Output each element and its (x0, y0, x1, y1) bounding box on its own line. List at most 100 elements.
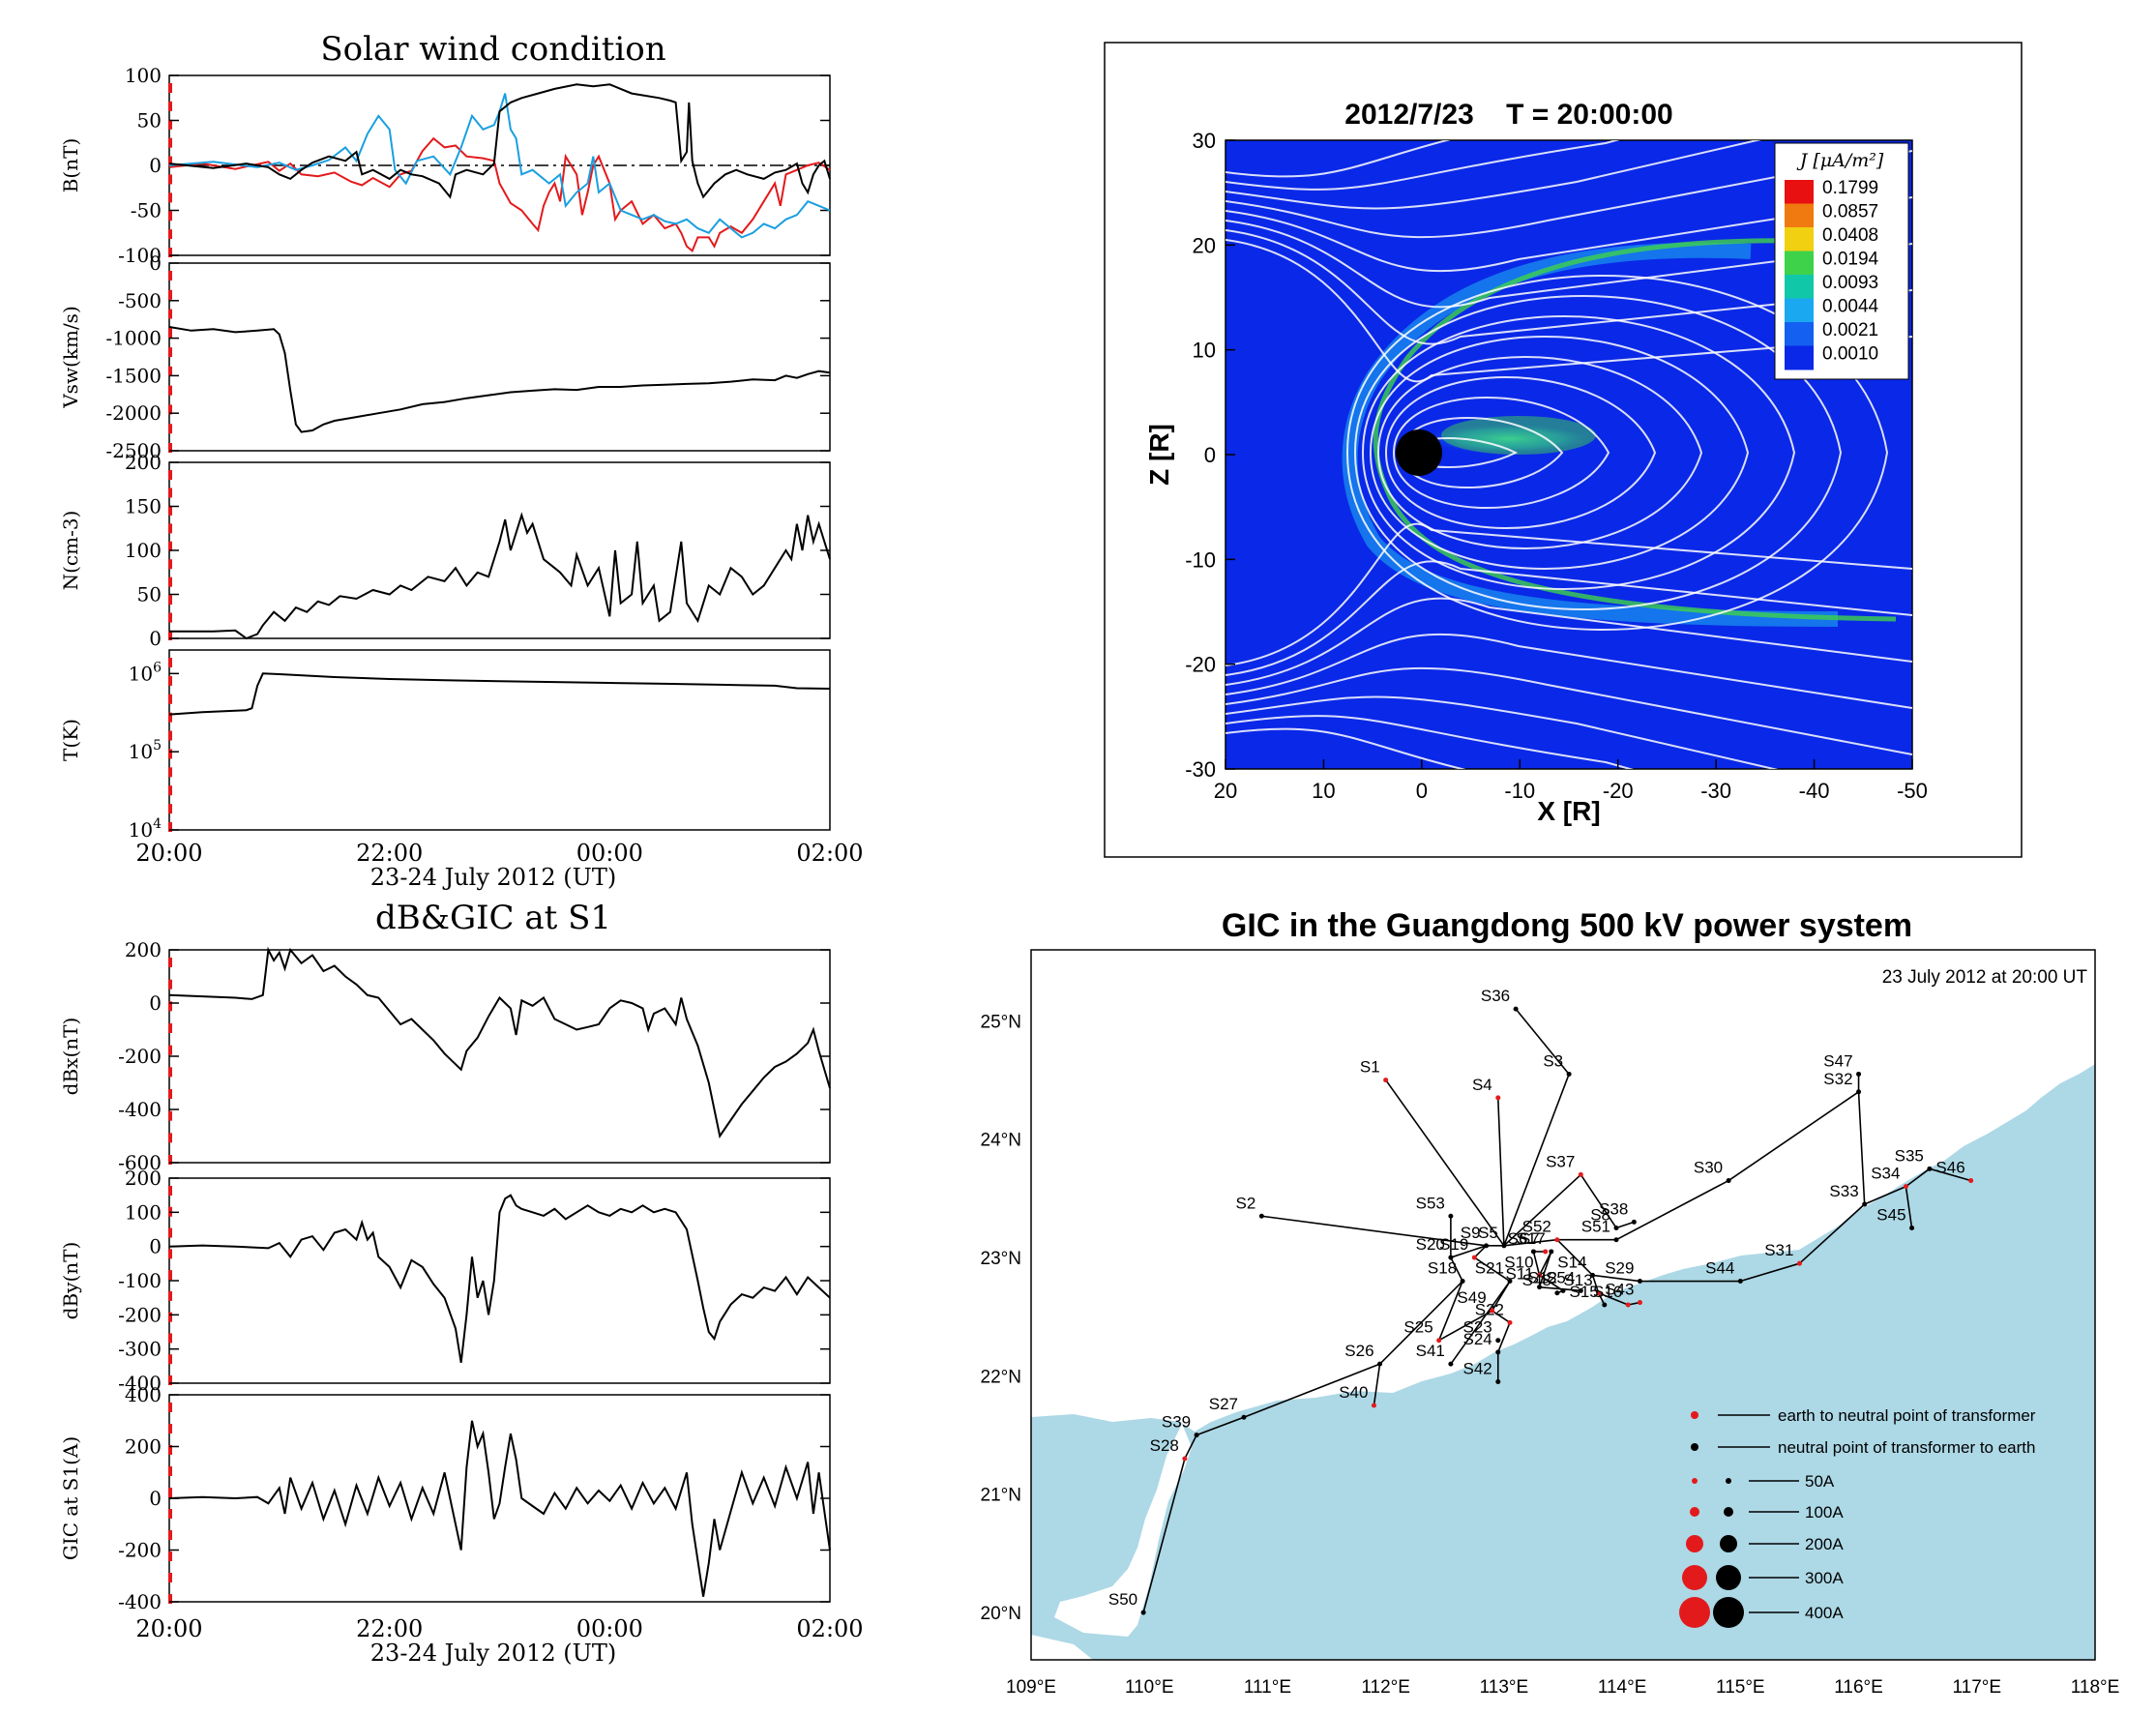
y-tick-label: 0 (149, 627, 162, 650)
station-marker (1241, 1414, 1247, 1420)
streamline (1226, 597, 1912, 686)
transmission-line (1857, 1091, 1866, 1205)
legend-size-marker-black (1713, 1597, 1744, 1628)
map-legend: earth to neutral point of transformer neu… (1679, 1406, 2036, 1628)
station-marker (1436, 1338, 1442, 1344)
station-marker (1507, 1319, 1513, 1325)
station-label: S49 (1457, 1288, 1486, 1307)
station-label: S27 (1209, 1395, 1238, 1413)
transmission-line (1538, 1251, 1552, 1287)
transmission-line (1598, 1292, 1629, 1306)
station-label: S12 (1528, 1268, 1557, 1286)
panel-frame (168, 1177, 831, 1384)
station-label: S5 (1478, 1224, 1498, 1242)
transmission-line (1591, 1275, 1600, 1294)
panel-t-k-: 104 105 106 T(K) (59, 649, 831, 842)
series-line-bz (168, 83, 831, 199)
panel-dby-nt-: -400 -300 -200 -100 0 100 200 dBy(nT) (59, 1167, 831, 1395)
y-tick-label: -300 (118, 1338, 162, 1361)
db-gic-xlabel: 23-24 July 2012 (UT) (370, 1640, 616, 1667)
legend-size-marker-red (1682, 1565, 1707, 1590)
station-label: S23 (1463, 1318, 1492, 1337)
station-marker (1637, 1279, 1642, 1285)
solar-wind-x-ticks: 20:00 22:00 00:00 02:00 (135, 840, 863, 867)
streamline (1226, 229, 1912, 345)
station-label: S8 (1590, 1205, 1610, 1224)
transmission-line (1243, 1363, 1380, 1418)
field-streamlines (1226, 140, 1912, 769)
station-marker (1495, 1095, 1501, 1101)
longitude-label: 111°E (1244, 1677, 1291, 1698)
station-marker (1613, 1237, 1619, 1243)
streamline (1226, 695, 1779, 769)
x-tick-label: 00:00 (576, 1615, 643, 1642)
latitude-label: 23°N (981, 1249, 1021, 1269)
x-tick-label: -10 (1504, 779, 1535, 803)
panel-frame (168, 461, 831, 639)
colorbar-level-label: 0.0093 (1822, 273, 1878, 293)
colorbar-level-label: 0.0044 (1822, 297, 1879, 317)
transmission-lines (1142, 1008, 1971, 1613)
y-tick-exponent: 6 (153, 660, 162, 675)
inner-current-glow (1441, 416, 1596, 455)
station-marker (1856, 1089, 1862, 1095)
station-marker (1560, 1287, 1566, 1293)
transmission-line (1503, 1238, 1557, 1247)
station-label: S26 (1344, 1342, 1373, 1360)
station-marker (1490, 1308, 1495, 1314)
magnetopause-current (1373, 238, 1897, 622)
station-marker (1927, 1166, 1933, 1171)
transmission-line (1905, 1186, 1913, 1228)
magnetosphere-figure: 2012/7/23 T = 20:00:00 20 10 0 -10 -20 -30 -40… (1104, 42, 2023, 858)
colorbar-label: J [μA/m²] (1796, 150, 1884, 171)
legend-size-marker-red (1690, 1507, 1699, 1517)
station-label: S40 (1339, 1383, 1368, 1402)
panel-vsw-km-s-: -2500 -2000 -1500 -1000 -500 0 Vsw(km/s) (59, 251, 831, 462)
latitude-label: 22°N (981, 1367, 1021, 1387)
map-subtitle: 23 July 2012 at 20:00 UT (1882, 967, 2088, 988)
station-marker (1537, 1285, 1543, 1290)
y-tick-label: -200 (118, 1045, 162, 1068)
transmission-line (1385, 1079, 1505, 1247)
station-label: S20 (1416, 1235, 1445, 1254)
station-marker (1602, 1302, 1608, 1308)
transmission-line (1798, 1203, 1866, 1264)
gic-map-title: GIC in the Guangdong 500 kV power system (1222, 907, 1912, 944)
y-tick-label: -200 (118, 1303, 162, 1326)
station-label: S3 (1543, 1051, 1563, 1070)
transmission-line (1615, 1179, 1729, 1241)
panel-gic-at-s1-a-: -400 -200 0 200 400 GIC at S1(A) (59, 1383, 831, 1613)
station-label: S46 (1935, 1159, 1964, 1177)
station-label: S54 (1546, 1268, 1575, 1286)
x-tick-label: 0 (1416, 779, 1428, 803)
legend-size-label: 50A (1805, 1472, 1835, 1491)
transmission-line (1496, 1097, 1505, 1246)
magnetosphere-title: 2012/7/23 T = 20:00:00 (1344, 99, 1672, 131)
y-tick-label: 0 (149, 154, 162, 177)
streamline (1226, 633, 1912, 709)
station-label: S50 (1108, 1590, 1137, 1609)
station-marker (1631, 1219, 1637, 1225)
streamline (1226, 140, 1620, 191)
longitude-label: 113°E (1480, 1677, 1529, 1698)
colorbar-level-label: 0.0194 (1822, 250, 1879, 270)
streamline (1226, 220, 1912, 309)
y-tick-label: -100 (118, 244, 162, 267)
transmission-line (1378, 1280, 1463, 1365)
series-line-gic (168, 1420, 831, 1597)
y-tick-label: -400 (118, 1372, 162, 1395)
legend-size-label: 100A (1805, 1503, 1844, 1522)
streamline (1226, 522, 1912, 666)
station-label: S7 (1520, 1229, 1540, 1248)
series-line-dby (168, 1194, 831, 1363)
station-marker (1543, 1249, 1549, 1255)
station-label: S24 (1463, 1330, 1492, 1348)
panel-dbx-nt-: -600 -400 -200 0 200 dBx(nT) (59, 938, 831, 1174)
streamline (1226, 560, 1912, 676)
station-label: S18 (1428, 1259, 1457, 1278)
station-marker (1258, 1213, 1264, 1219)
station-marker (1507, 1279, 1513, 1285)
y-tick-label: -1500 (105, 364, 162, 387)
transmission-line (1450, 1245, 1487, 1258)
